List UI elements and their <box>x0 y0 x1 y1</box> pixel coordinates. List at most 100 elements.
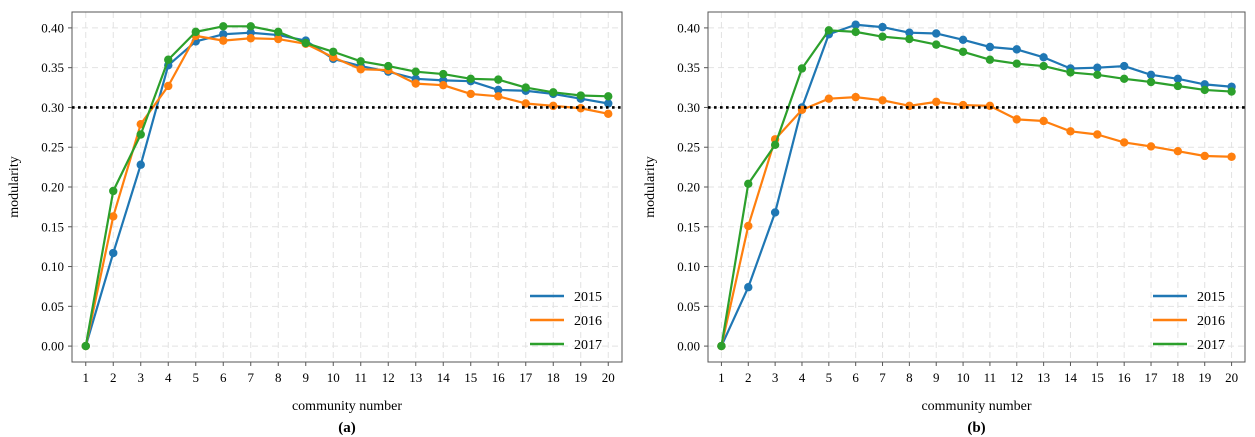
data-point <box>494 75 503 84</box>
data-point <box>1093 63 1102 72</box>
x-tick-label: 13 <box>1037 370 1050 385</box>
y-tick-label: 0.25 <box>41 140 64 155</box>
y-tick-label: 0.05 <box>41 299 64 314</box>
data-point <box>1066 68 1075 77</box>
x-tick-label: 18 <box>1171 370 1184 385</box>
x-tick-label: 17 <box>519 370 533 385</box>
data-point <box>439 80 448 90</box>
data-point <box>878 22 887 32</box>
data-point <box>246 34 255 43</box>
data-point <box>494 92 503 101</box>
x-tick-label: 2 <box>110 370 117 385</box>
series-line <box>84 34 609 347</box>
y-tick-label: 0.40 <box>41 20 64 35</box>
data-point <box>411 67 420 76</box>
x-tick-label: 5 <box>193 370 200 385</box>
y-tick-label: 0.10 <box>41 259 64 274</box>
series-line <box>720 96 1232 347</box>
data-point <box>109 186 118 196</box>
legend-label: 2016 <box>1197 314 1225 329</box>
x-tick-label: 10 <box>327 370 340 385</box>
x-tick-label: 6 <box>852 370 859 385</box>
y-tick-label: 0.15 <box>41 219 64 234</box>
data-point <box>439 69 448 79</box>
legend-label: 2017 <box>1197 338 1225 353</box>
x-tick-label: 1 <box>83 370 90 385</box>
legend-label: 2017 <box>574 338 602 353</box>
series-line <box>720 29 1232 347</box>
data-point <box>905 101 914 111</box>
data-point <box>1227 152 1236 161</box>
y-tick-label: 0.20 <box>677 180 700 195</box>
data-point <box>1066 127 1075 136</box>
data-point <box>1146 77 1156 87</box>
data-point <box>878 96 887 105</box>
x-tick-label: 15 <box>1091 370 1104 385</box>
data-point <box>109 248 118 258</box>
data-point <box>932 97 941 107</box>
data-point <box>824 94 834 103</box>
data-point <box>851 27 860 37</box>
data-point <box>985 101 995 111</box>
data-point <box>521 83 530 92</box>
x-tick-label: 17 <box>1145 370 1159 385</box>
y-tick-label: 0.40 <box>677 20 700 35</box>
x-tick-label: 11 <box>354 370 367 385</box>
x-tick-label: 8 <box>275 370 282 385</box>
x-tick-label: 16 <box>492 370 506 385</box>
data-point <box>1119 138 1129 147</box>
data-point <box>878 32 887 41</box>
data-point <box>851 92 860 102</box>
data-point <box>521 99 530 108</box>
data-point <box>744 221 753 231</box>
y-tick-label: 0.00 <box>41 339 64 354</box>
data-point <box>411 79 420 88</box>
x-tick-label: 5 <box>826 370 833 385</box>
x-axis-label: community number <box>921 399 1031 414</box>
x-tick-label: 16 <box>1118 370 1132 385</box>
data-point <box>905 28 914 37</box>
series-line <box>84 31 609 347</box>
data-point <box>1039 53 1048 62</box>
y-tick-label: 0.00 <box>677 339 700 354</box>
x-tick-label: 11 <box>984 370 997 385</box>
x-tick-label: 15 <box>464 370 477 385</box>
data-point <box>604 99 613 108</box>
x-tick-label: 20 <box>602 370 615 385</box>
data-point <box>219 36 228 45</box>
data-point <box>1146 142 1156 151</box>
data-point <box>329 47 338 56</box>
chart-panel-b: 0.000.050.100.150.200.250.300.350.401 2 3 4… <box>643 11 1246 436</box>
data-point <box>985 55 995 64</box>
x-tick-label: 7 <box>879 370 886 385</box>
x-tick-label: 12 <box>1010 370 1023 385</box>
y-tick-label: 0.25 <box>677 140 700 155</box>
y-tick-label: 0.35 <box>677 60 700 75</box>
data-point <box>932 29 941 38</box>
x-tick-label: 10 <box>957 370 970 385</box>
data-point <box>958 35 968 45</box>
x-tick-label: 18 <box>547 370 560 385</box>
data-point <box>466 74 475 84</box>
data-point <box>797 64 807 73</box>
panel-label: (a) <box>338 420 356 436</box>
data-point <box>824 26 834 35</box>
data-point <box>717 341 726 351</box>
x-tick-label: 4 <box>165 370 172 385</box>
x-tick-label: 13 <box>409 370 422 385</box>
data-point <box>384 61 393 71</box>
x-tick-label: 6 <box>220 370 227 385</box>
data-point <box>1012 115 1021 124</box>
series-line <box>720 23 1232 347</box>
data-point <box>905 34 914 44</box>
data-point <box>985 42 995 52</box>
data-point <box>1119 61 1129 71</box>
data-point <box>770 208 780 217</box>
data-point <box>81 341 90 351</box>
y-tick-label: 0.05 <box>677 299 700 314</box>
x-tick-label: 3 <box>772 370 779 385</box>
data-point <box>1012 59 1021 68</box>
series-2017 <box>81 22 613 351</box>
x-tick-label: 19 <box>1198 370 1211 385</box>
x-tick-label: 4 <box>799 370 806 385</box>
